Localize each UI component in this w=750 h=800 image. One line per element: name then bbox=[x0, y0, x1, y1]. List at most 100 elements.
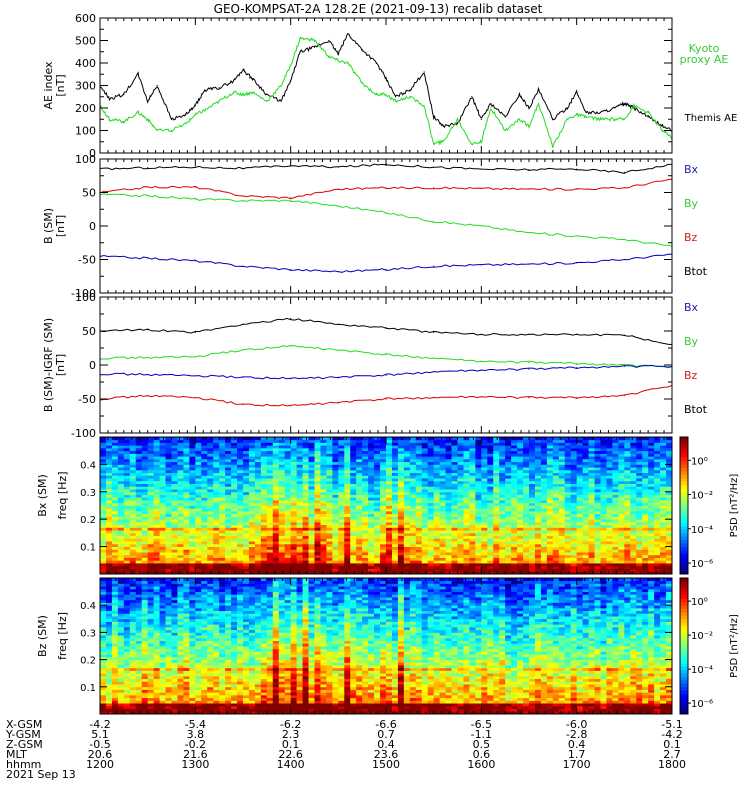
heatmap-cell bbox=[481, 478, 488, 482]
heatmap-cell bbox=[308, 560, 315, 564]
heatmap-cell bbox=[284, 483, 292, 487]
heatmap-cell bbox=[123, 442, 131, 446]
heatmap-cell bbox=[326, 445, 333, 449]
heatmap-cell bbox=[135, 516, 143, 520]
heatmap-cell bbox=[552, 524, 560, 528]
heatmap-cell bbox=[201, 563, 208, 567]
heatmap-cell bbox=[421, 445, 429, 449]
heatmap-cell bbox=[219, 475, 226, 479]
data-point-kyoto-proxy-ae bbox=[204, 109, 206, 111]
heatmap-cell bbox=[165, 508, 172, 512]
heatmap-cell bbox=[183, 447, 190, 452]
heatmap-cell bbox=[243, 519, 250, 523]
heatmap-cell bbox=[231, 483, 238, 487]
heatmap-cell bbox=[499, 437, 506, 441]
heatmap-cell bbox=[421, 535, 429, 539]
heatmap-cell bbox=[546, 546, 554, 550]
heatmap-cell bbox=[374, 450, 381, 454]
heatmap-cell bbox=[248, 478, 256, 482]
heatmap-cell bbox=[296, 437, 303, 441]
heatmap-cell bbox=[111, 538, 119, 542]
heatmap-cell bbox=[552, 510, 560, 515]
heatmap-cell bbox=[338, 510, 345, 515]
heatmap-cell bbox=[117, 439, 125, 443]
heatmap-cell bbox=[254, 513, 262, 517]
heatmap-cell bbox=[123, 469, 131, 474]
heatmap-cell bbox=[451, 497, 458, 501]
heatmap-cell bbox=[284, 560, 292, 564]
heatmap-cell bbox=[237, 519, 244, 523]
heatmap-cell bbox=[511, 565, 518, 569]
heatmap-cell bbox=[570, 571, 578, 575]
heatmap-cell bbox=[225, 513, 232, 517]
heatmap-cell bbox=[147, 483, 155, 487]
heatmap-cell bbox=[159, 516, 166, 520]
heatmap-cell bbox=[183, 467, 190, 471]
data-point-by bbox=[623, 238, 625, 240]
heatmap-cell bbox=[511, 505, 518, 509]
heatmap-cell bbox=[141, 469, 149, 474]
heatmap-cell bbox=[457, 563, 464, 567]
heatmap-cell bbox=[296, 469, 303, 474]
data-point-themis-ae bbox=[361, 48, 363, 51]
heatmap-cell bbox=[576, 461, 584, 465]
heatmap-cell bbox=[469, 489, 476, 493]
heatmap-cell bbox=[582, 549, 589, 553]
heatmap-cell bbox=[111, 456, 119, 460]
heatmap-cell bbox=[356, 475, 363, 479]
heatmap-cell bbox=[481, 541, 488, 545]
heatmap-cell bbox=[141, 489, 149, 493]
heatmap-cell bbox=[272, 568, 280, 572]
heatmap-cell bbox=[302, 513, 309, 517]
heatmap-cell bbox=[397, 513, 405, 517]
heatmap-cell bbox=[302, 527, 309, 531]
heatmap-cell bbox=[421, 456, 429, 460]
heatmap-cell bbox=[123, 543, 131, 547]
heatmap-cell bbox=[350, 535, 357, 539]
heatmap-cell bbox=[117, 494, 125, 498]
heatmap-cell bbox=[177, 549, 184, 553]
heatmap-cell bbox=[278, 527, 286, 531]
heatmap-cell bbox=[332, 489, 339, 493]
heatmap-cell bbox=[350, 489, 357, 493]
heatmap-cell bbox=[529, 516, 536, 520]
heatmap-cell bbox=[302, 549, 309, 553]
heatmap-cell bbox=[409, 546, 417, 550]
heatmap-cell bbox=[117, 560, 125, 564]
heatmap-cell bbox=[475, 505, 482, 509]
heatmap-cell bbox=[165, 500, 172, 504]
heatmap-cell bbox=[558, 568, 566, 572]
heatmap-cell bbox=[368, 458, 375, 463]
heatmap-cell bbox=[165, 543, 172, 547]
heatmap-cell bbox=[576, 571, 584, 575]
heatmap-cell bbox=[183, 521, 190, 526]
heatmap-cell bbox=[493, 571, 500, 575]
heatmap-cell bbox=[243, 524, 250, 528]
heatmap-cell bbox=[469, 508, 476, 512]
heatmap-cell bbox=[445, 532, 452, 537]
heatmap-cell bbox=[105, 527, 113, 531]
heatmap-cell bbox=[493, 557, 500, 561]
heatmap-cell bbox=[129, 491, 137, 495]
heatmap-cell bbox=[534, 500, 542, 504]
data-point-bz bbox=[337, 401, 339, 403]
heatmap-cell bbox=[552, 439, 560, 443]
heatmap-cell bbox=[213, 516, 220, 520]
heatmap-cell bbox=[409, 560, 417, 564]
heatmap-cell bbox=[260, 505, 268, 509]
heatmap-cell bbox=[534, 513, 542, 517]
heatmap-cell bbox=[499, 532, 506, 537]
heatmap-cell bbox=[433, 530, 441, 534]
heatmap-cell bbox=[201, 508, 208, 512]
heatmap-cell bbox=[415, 546, 423, 550]
heatmap-cell bbox=[177, 447, 184, 452]
heatmap-cell bbox=[540, 527, 548, 531]
heatmap-cell bbox=[588, 535, 595, 539]
heatmap-cell bbox=[290, 557, 298, 561]
series-line-themis-ae bbox=[99, 32, 673, 132]
heatmap-cell bbox=[427, 500, 435, 504]
heatmap-cell bbox=[391, 475, 399, 479]
heatmap-cell bbox=[219, 521, 226, 526]
heatmap-cell bbox=[260, 445, 268, 449]
heatmap-cell bbox=[457, 505, 464, 509]
